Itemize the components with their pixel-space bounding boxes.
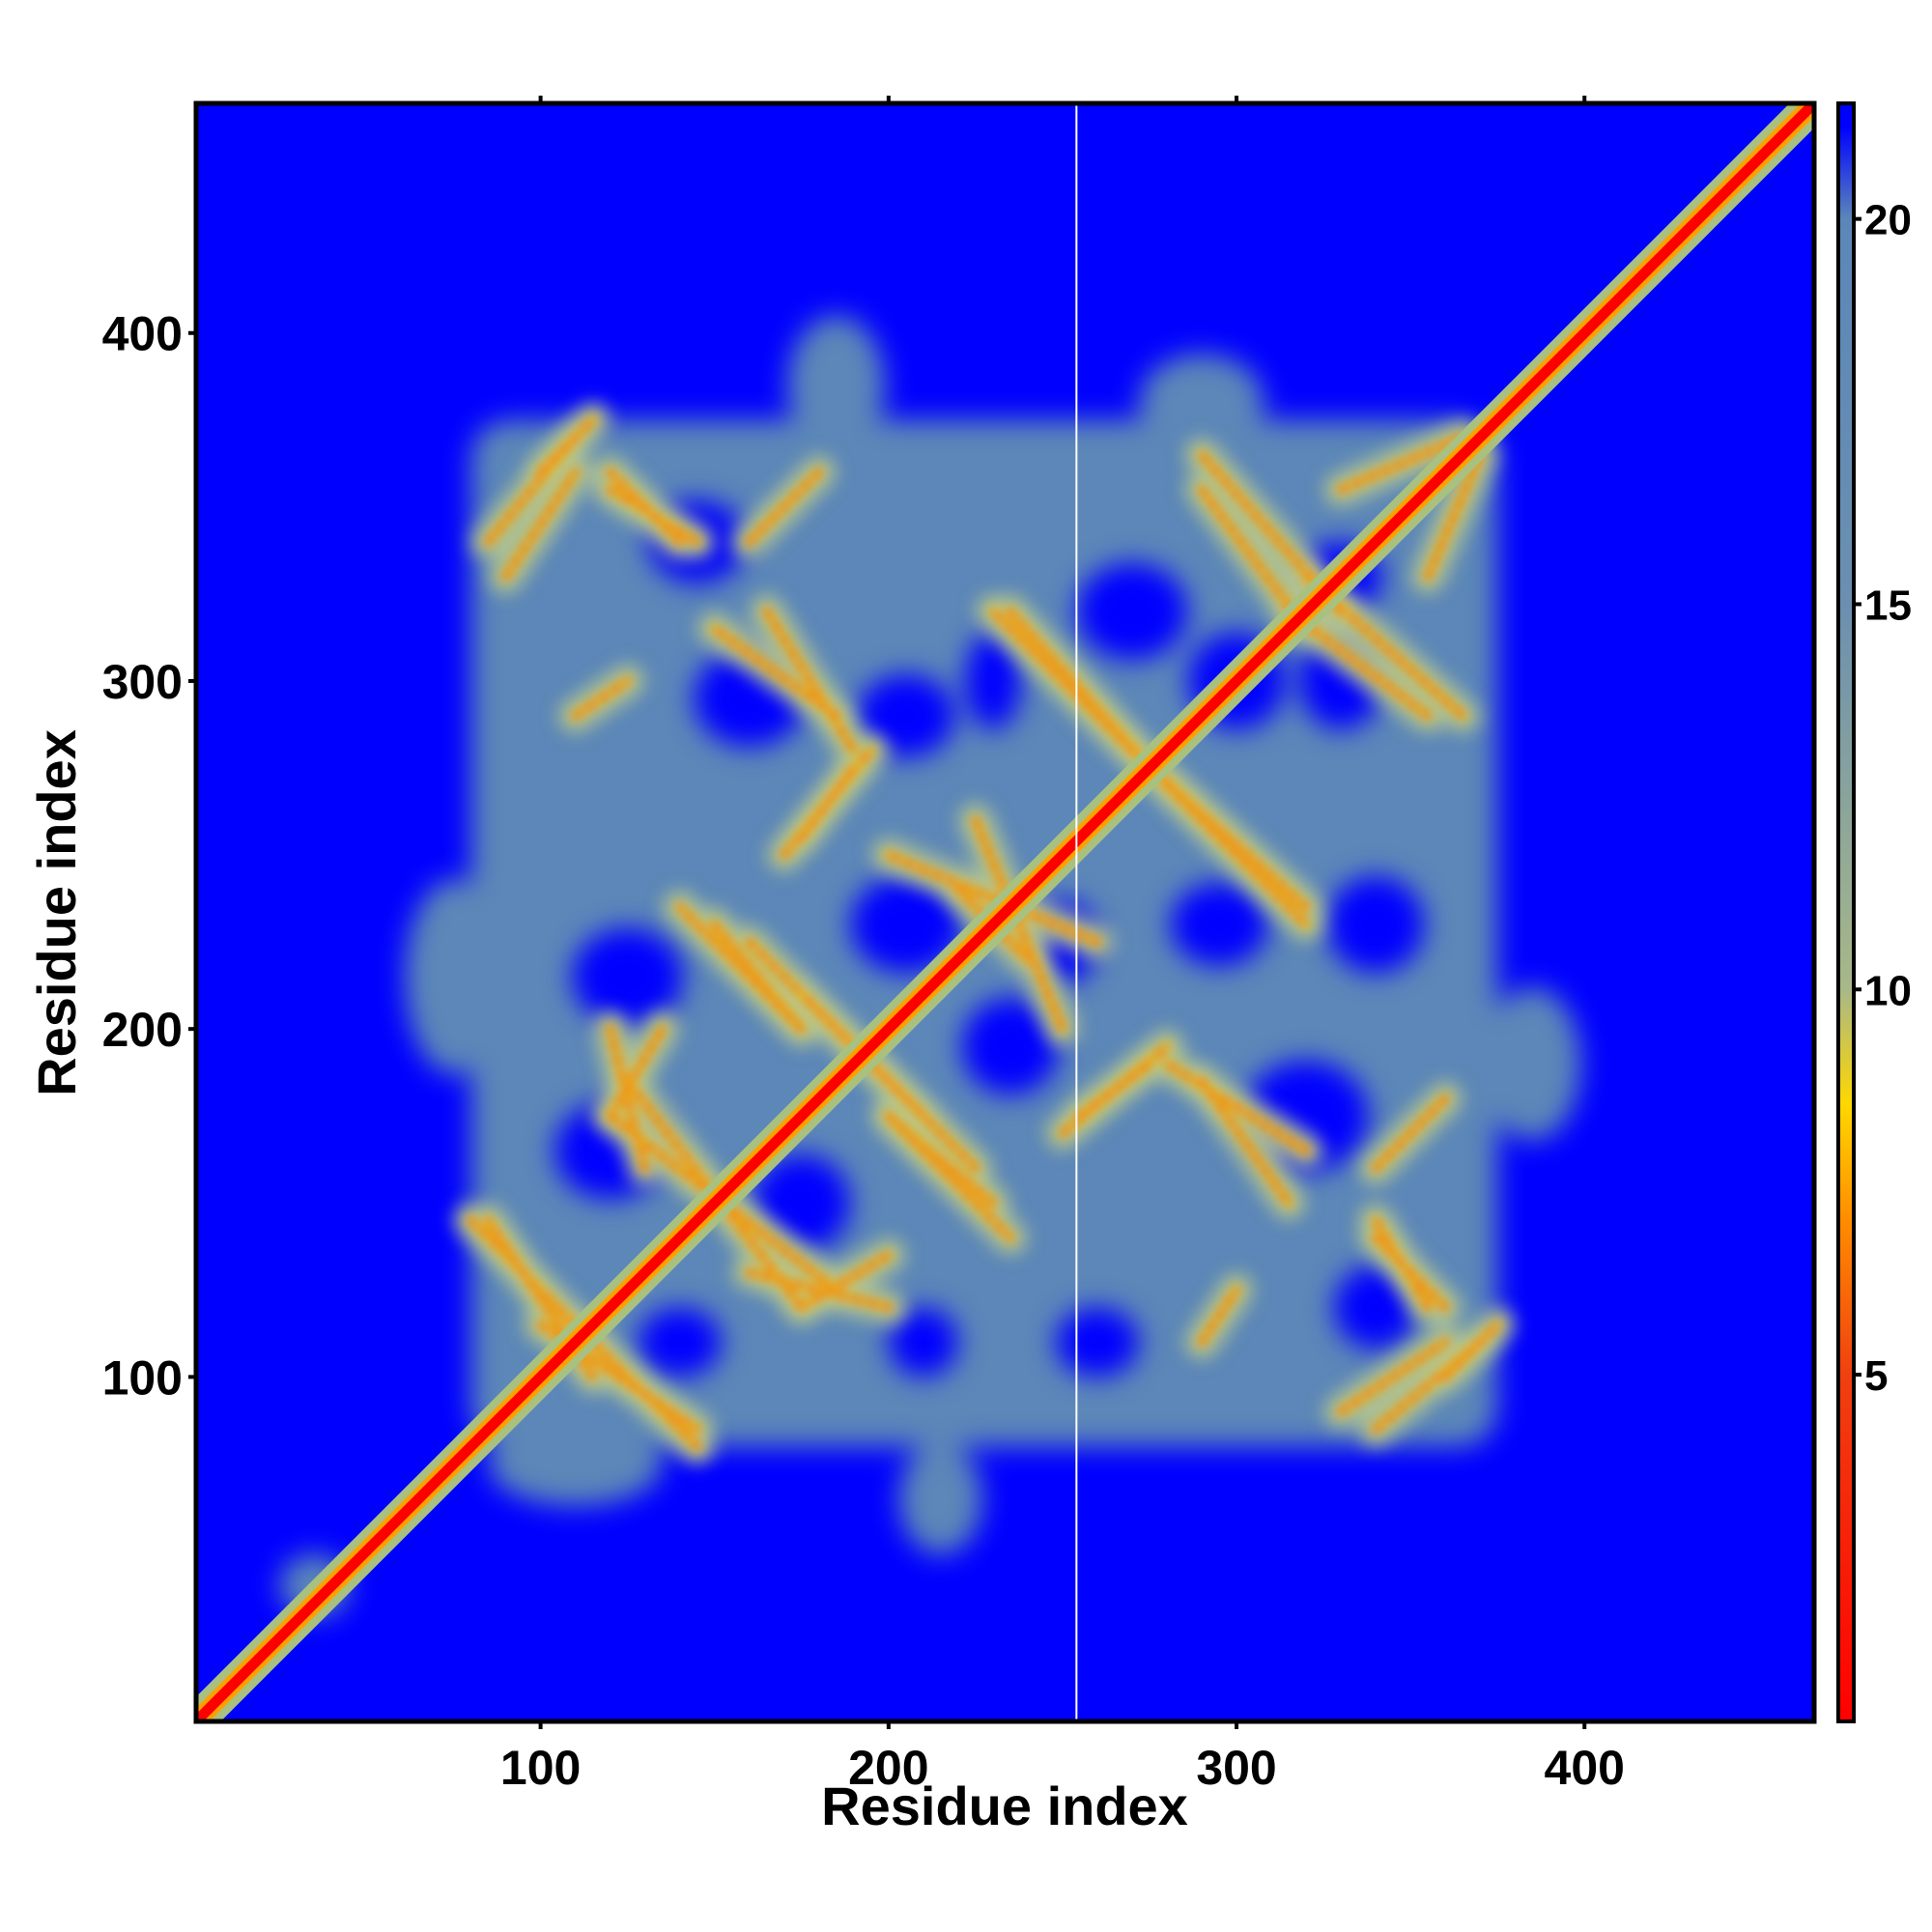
contact-band-core — [1338, 1340, 1448, 1414]
contact-band-core — [1338, 435, 1465, 493]
contact-band-core — [1425, 452, 1483, 580]
plot-frame — [193, 100, 1817, 1724]
contact-band-core — [712, 626, 838, 719]
colorbar-tick-label: 10 — [1864, 967, 1912, 1014]
contact-band-core — [1077, 1062, 1152, 1119]
contact-band-core — [1164, 782, 1309, 927]
y-tick-label: 200 — [102, 1003, 183, 1057]
domain-lobe — [488, 1422, 663, 1506]
contact-band-core — [799, 765, 856, 840]
contact-band — [604, 1023, 651, 1175]
y-tick-label: 400 — [102, 307, 183, 361]
x-tick-label: 100 — [500, 1741, 581, 1795]
domain-lobe — [1483, 986, 1581, 1141]
empty-pocket — [888, 1307, 958, 1378]
empty-pocket — [961, 997, 1060, 1095]
diagonal-band — [196, 103, 1814, 1721]
colorbar-tick-label: 15 — [1864, 582, 1912, 629]
contact-band-core — [886, 852, 1100, 945]
x-tick-label: 400 — [1545, 1741, 1625, 1795]
contact-band-core — [1373, 1236, 1448, 1310]
empty-pocket — [638, 1307, 722, 1378]
contact-band-core — [990, 609, 1135, 753]
diagonal-core — [196, 103, 1814, 1721]
x-tick-label: 200 — [848, 1741, 928, 1795]
colorbar-gradient — [1836, 101, 1856, 1723]
contact-band-core — [764, 609, 856, 753]
colorbar: 5 10 15 20 — [1836, 101, 1912, 1723]
domain-lobe — [405, 879, 502, 1074]
domain-lobe — [898, 1442, 983, 1555]
contact-band-core — [1164, 1062, 1309, 1153]
contact-band-core — [1199, 1079, 1292, 1206]
y-tick-label: 300 — [102, 655, 183, 709]
contact-band-core — [1199, 1288, 1239, 1345]
domain-lobe — [1139, 354, 1264, 452]
contact-band-core — [503, 469, 578, 580]
contact-band-core — [1443, 1322, 1500, 1379]
empty-pocket — [1170, 882, 1268, 967]
y-axis: 100 200 300 400 — [102, 307, 196, 1405]
contact-band-core — [608, 469, 682, 545]
contact-band-core — [1373, 1096, 1448, 1171]
y-axis-title: Residue index — [26, 729, 87, 1096]
contact-band-core — [747, 469, 821, 545]
colorbar-tick-label: 5 — [1864, 1352, 1888, 1400]
contact-band-core — [973, 817, 1065, 1032]
contact-band-core — [608, 1027, 665, 1119]
empty-pocket — [572, 927, 684, 1026]
x-tick-label: 300 — [1196, 1741, 1276, 1795]
empty-pocket — [850, 875, 962, 974]
x-axis-title: Residue index — [821, 1776, 1188, 1836]
colorbar-tick-label: 20 — [1864, 197, 1912, 244]
x-axis: 100 200 300 400 — [500, 96, 1625, 1795]
heatmap-plot-area — [196, 103, 1814, 1721]
contact-band — [743, 1266, 895, 1314]
contact-band-core — [799, 1253, 891, 1310]
contact-band-core — [799, 991, 979, 1171]
contact-band-core — [677, 904, 804, 1032]
empty-pocket — [1055, 1307, 1140, 1378]
y-tick-label: 100 — [102, 1350, 183, 1405]
empty-pocket — [1326, 875, 1425, 974]
domain-lobe — [787, 315, 886, 455]
contact-band-core — [573, 678, 630, 719]
contact-band-core — [886, 1114, 1013, 1240]
empty-pocket — [965, 632, 1021, 730]
colorbar-ticks: 5 10 15 20 — [1854, 197, 1912, 1400]
empty-pocket — [1076, 562, 1188, 661]
contact-band-core — [538, 417, 595, 474]
